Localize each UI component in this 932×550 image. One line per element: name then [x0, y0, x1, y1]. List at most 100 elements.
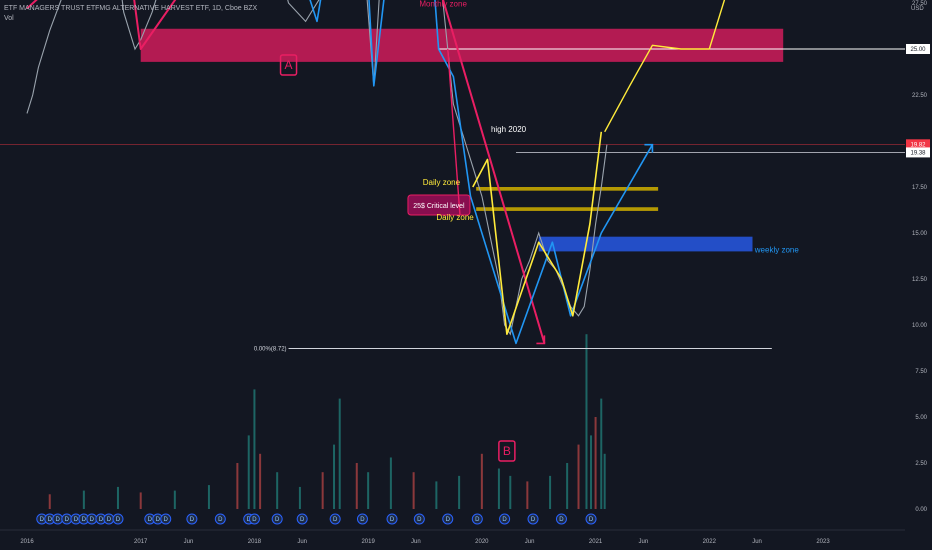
dividend-marker-label: D — [99, 517, 104, 523]
daily-zone-label-2: Daily zone — [436, 213, 474, 222]
dividend-marker[interactable] — [248, 513, 260, 525]
dividend-marker[interactable] — [386, 513, 398, 525]
dividend-marker[interactable] — [442, 513, 454, 525]
point-label-b: B — [503, 444, 511, 458]
volume-bar — [367, 472, 370, 509]
dividend-marker-label: D — [252, 517, 257, 523]
dividend-marker[interactable] — [499, 513, 511, 525]
volume-bar — [321, 472, 324, 509]
annotations: A B 25$ Critical level Monthly zone weekly z… — [279, 0, 799, 462]
dividend-marker[interactable] — [160, 513, 172, 525]
dividend-marker[interactable] — [214, 513, 226, 525]
price-axis-badge-label: 19.82 — [910, 142, 926, 148]
dividend-marker-label: D — [74, 517, 79, 523]
dividend-marker-label: D — [48, 517, 53, 523]
y-tick-label: 5.00 — [915, 415, 927, 421]
y-tick-label: 15.00 — [912, 231, 928, 237]
x-tick-label: Jun — [525, 539, 535, 545]
dividend-marker-label: D — [156, 517, 161, 523]
dividend-marker-label: D — [190, 517, 195, 523]
volume-bar — [497, 468, 500, 509]
x-tick-label: Jun — [297, 539, 307, 545]
volume-bar — [594, 417, 597, 509]
dividend-marker-label: D — [40, 517, 45, 523]
dividend-marker-label: D — [218, 517, 223, 523]
x-tick-label: 2020 — [475, 539, 489, 545]
callout-pointer — [447, 48, 461, 216]
volume-bar — [355, 463, 358, 509]
price-line — [26, 0, 608, 336]
dividend-marker-label: D — [446, 517, 451, 523]
price-axis-badge — [906, 147, 930, 158]
dividend-marker[interactable] — [296, 513, 308, 525]
y-tick-label: 22.50 — [912, 93, 928, 99]
high-2020-label: high 2020 — [491, 125, 527, 134]
dividend-marker[interactable] — [527, 513, 539, 525]
dividend-marker[interactable] — [271, 513, 283, 525]
chart-title: ETF MANAGERS TRUST ETFMG ALTERNATIVE HAR… — [4, 5, 258, 12]
x-tick-label: Jun — [411, 539, 421, 545]
y-tick-label: 0.00 — [915, 507, 927, 513]
dividend-marker[interactable] — [555, 513, 567, 525]
dividend-marker-label: D — [559, 517, 564, 523]
volume-bar — [566, 463, 569, 509]
dividend-marker[interactable] — [186, 513, 198, 525]
volume-bar — [48, 494, 51, 509]
volume-bar — [435, 481, 438, 509]
dividend-marker-label: D — [107, 517, 112, 523]
pink-abc-path — [26, 0, 546, 344]
volume-bar — [585, 334, 588, 509]
volume-bar — [600, 398, 603, 509]
point-label-box — [498, 440, 516, 462]
critical-level-callout — [407, 194, 471, 216]
volume-bar — [480, 453, 483, 509]
dividend-marker-label: D — [164, 517, 169, 523]
dividend-marker-label: D — [82, 517, 87, 523]
x-tick-label: Jun — [184, 539, 194, 545]
volume-label: Vol — [4, 15, 14, 22]
dividend-marker-label: D — [390, 517, 395, 523]
currency-label: USD — [911, 6, 924, 12]
projection-path — [604, 0, 726, 133]
blue-wave-path — [309, 0, 654, 345]
volume-bar — [389, 457, 392, 509]
volume-bar — [116, 486, 119, 509]
volume-bar — [458, 475, 461, 509]
volume-bar — [236, 463, 239, 509]
volume-bar — [253, 389, 256, 509]
x-tick-label: 2016 — [20, 539, 34, 545]
volume-bar — [276, 472, 279, 509]
dividend-marker-label: D — [531, 517, 536, 523]
volume-bar — [247, 435, 250, 509]
volume-bar — [173, 490, 176, 509]
volume-bar — [509, 475, 512, 509]
y-tick-label: 2.50 — [915, 461, 927, 467]
dividend-marker-label: D — [360, 517, 365, 523]
y-tick-label: 17.50 — [912, 185, 928, 191]
dividend-marker[interactable] — [112, 513, 124, 525]
dividend-marker[interactable] — [329, 513, 341, 525]
y-tick-label: 7.50 — [915, 369, 927, 375]
volume-bar — [577, 444, 580, 509]
critical-level-label: 25$ Critical level — [413, 203, 465, 210]
dividend-marker-label: D — [475, 517, 480, 523]
x-tick-label: 2019 — [361, 539, 375, 545]
zone-band — [476, 207, 659, 211]
dividend-marker[interactable] — [356, 513, 368, 525]
price-axis-badge — [906, 139, 930, 150]
volume-bar — [412, 472, 415, 509]
x-tick-label: 2023 — [816, 539, 830, 545]
yellow-price-trace — [472, 131, 603, 335]
dividend-marker[interactable] — [585, 513, 597, 525]
volume-bar — [338, 398, 341, 509]
dividend-marker[interactable] — [471, 513, 483, 525]
dividend-marker-label: D — [56, 517, 61, 523]
volume-bar — [333, 444, 336, 509]
x-tick-label: Jun — [638, 539, 648, 545]
price-axis[interactable]: 0.00 2.50 5.00 7.50 10.00 12.50 15.00 17.50 22.5… — [906, 0, 930, 513]
x-tick-label: 2021 — [589, 539, 603, 545]
dividend-marker-label: D — [502, 517, 507, 523]
dividend-marker[interactable] — [413, 513, 425, 525]
y-tick-label: 10.00 — [912, 323, 928, 329]
